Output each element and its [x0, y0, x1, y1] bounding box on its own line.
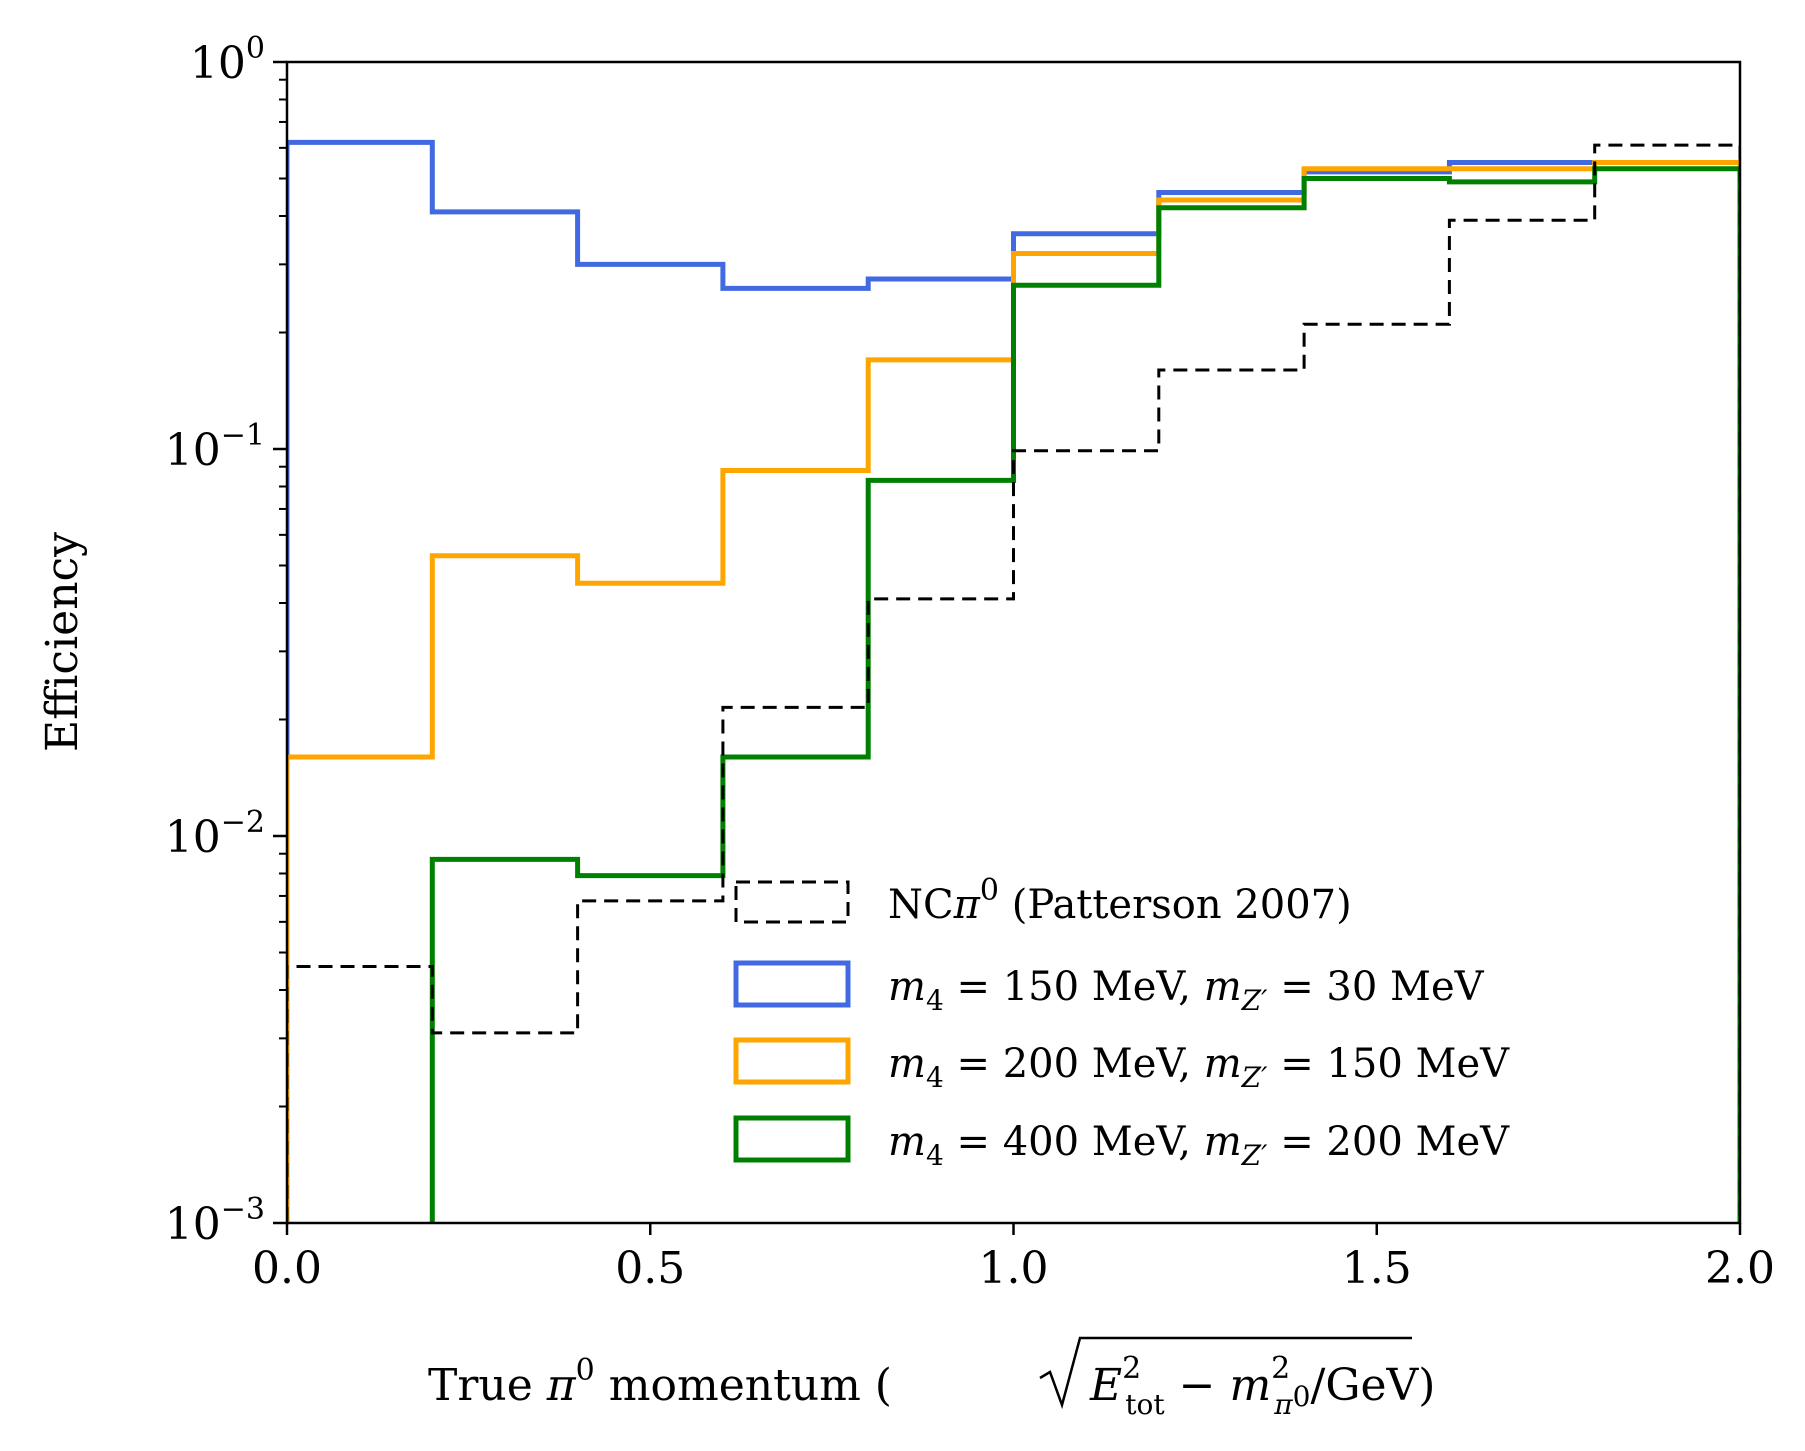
x-tick-label: 1.0	[979, 1243, 1049, 1294]
legend-swatch	[733, 1037, 851, 1085]
x-tick-label: 1.5	[1342, 1243, 1412, 1294]
y-tick-label: 10−2	[165, 805, 265, 863]
x-tick-label: 0.0	[252, 1243, 322, 1294]
legend-swatch	[733, 960, 851, 1008]
legend: NCπ0 (Patterson 2007) m4 = 150 MeV, mZ′ …	[733, 873, 1510, 1172]
y-tick-label: 10−3	[165, 1192, 265, 1250]
legend-swatch	[734, 880, 850, 924]
y-axis-title: Efficiency	[37, 532, 88, 752]
sqrt-sign	[1039, 1336, 1412, 1410]
series-layer	[287, 139, 1740, 1223]
svg-text:NCπ0 (Patterson 2007): NCπ0 (Patterson 2007)	[888, 873, 1352, 928]
svg-text:True π0 momentum (: True π0 momentum (	[428, 1353, 892, 1411]
legend-entry-m4-400: m4 = 400 MeV, mZ′ = 200 MeV	[733, 1115, 1510, 1172]
x-tick-label: 0.5	[615, 1243, 685, 1294]
x-axis-title: True π0 momentum ( E2 tot − m2 π0/GeV)	[428, 1336, 1435, 1421]
legend-entry-m4-150: m4 = 150 MeV, mZ′ = 30 MeV	[733, 960, 1485, 1017]
svg-text:m4 = 200 MeV, mZ′ = 150 MeV: m4 = 200 MeV, mZ′ = 150 MeV	[888, 1041, 1510, 1094]
series-line-0	[287, 143, 1740, 1223]
legend-entry-m4-200: m4 = 200 MeV, mZ′ = 150 MeV	[733, 1037, 1510, 1094]
y-tick-label: 100	[190, 31, 265, 89]
svg-text:m4 = 150 MeV, mZ′ = 30 MeV: m4 = 150 MeV, mZ′ = 30 MeV	[888, 964, 1485, 1017]
ticks-layer: 0.0 0.5 1.0 1.5 2.0 100 10−1 10−2 10−3	[165, 31, 1775, 1294]
legend-entry-nc-pi0: NCπ0 (Patterson 2007)	[734, 873, 1352, 928]
svg-text:m4 = 400 MeV, mZ′ = 200 MeV: m4 = 400 MeV, mZ′ = 200 MeV	[888, 1119, 1510, 1172]
x-tick-label: 2.0	[1705, 1243, 1775, 1294]
series-line-3	[429, 166, 1740, 1223]
y-tick-label: 10−1	[165, 418, 265, 476]
legend-swatch	[733, 1115, 851, 1163]
